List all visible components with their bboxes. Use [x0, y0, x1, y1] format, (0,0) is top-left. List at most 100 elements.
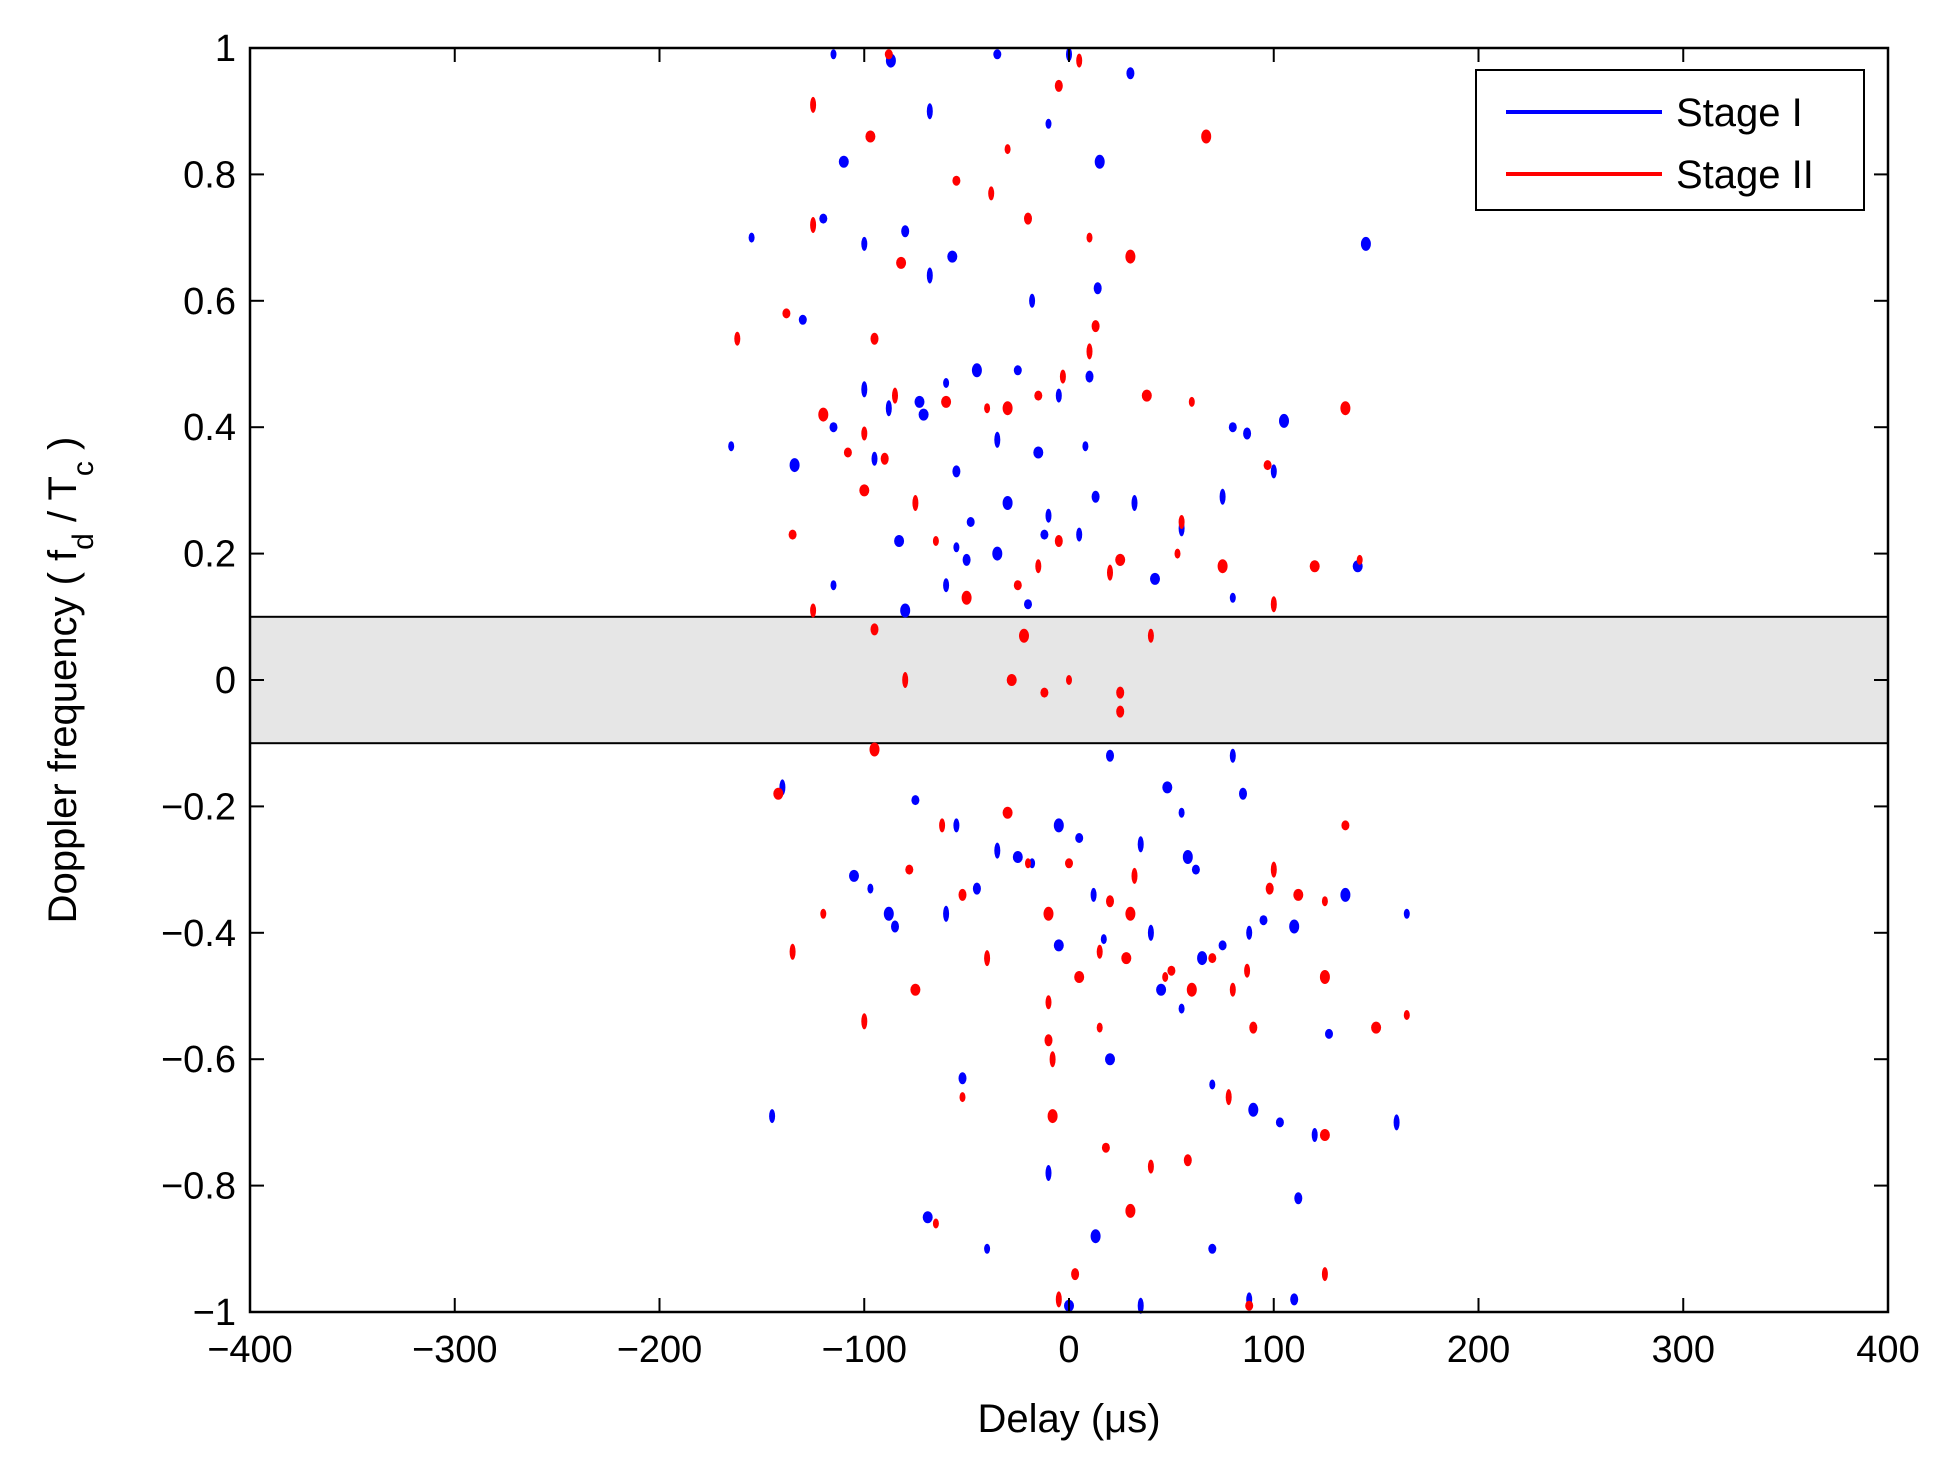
point-stage-i	[994, 842, 1001, 859]
point-stage-i	[1178, 807, 1185, 818]
point-stage-i	[748, 232, 755, 243]
point-stage-i	[885, 400, 892, 417]
point-stage-ii	[961, 590, 972, 605]
point-stage-i	[1239, 787, 1247, 800]
point-stage-i	[947, 250, 958, 263]
plot-area: −400 −300 −200 −100 0 100 200 300 400 −1 −0.8 −0.6 −…	[161, 28, 1920, 1371]
point-stage-ii	[861, 1013, 868, 1030]
point-stage-ii	[1045, 995, 1052, 1010]
legend-box	[1475, 69, 1865, 211]
point-stage-ii	[773, 787, 784, 800]
y-tick-label: 0.4	[183, 407, 236, 449]
point-stage-i	[922, 1211, 933, 1224]
y-tick-label: 1	[215, 28, 236, 70]
point-stage-i	[894, 535, 905, 547]
point-stage-i	[728, 441, 735, 452]
point-stage-ii	[1245, 1300, 1254, 1311]
point-stage-ii	[1019, 628, 1029, 643]
point-stage-ii	[810, 96, 817, 113]
point-stage-i	[972, 882, 981, 895]
point-stage-ii	[1309, 560, 1320, 573]
y-axis-title-sub1: d	[67, 533, 100, 550]
point-stage-i	[971, 363, 982, 378]
point-stage-i	[1085, 370, 1094, 383]
point-stage-ii	[869, 742, 880, 757]
point-stage-i	[830, 580, 837, 591]
point-stage-i	[1275, 1117, 1284, 1128]
point-stage-i	[992, 546, 1003, 561]
point-stage-i	[926, 267, 933, 284]
point-stage-ii	[880, 452, 889, 465]
point-stage-ii	[1049, 1051, 1056, 1068]
point-stage-i	[1105, 1053, 1115, 1066]
x-tick-label: −200	[617, 1329, 703, 1371]
point-stage-i	[1100, 934, 1107, 945]
point-stage-i	[1248, 1102, 1259, 1117]
point-stage-ii	[1002, 401, 1013, 416]
point-stage-ii	[1106, 895, 1114, 908]
point-stage-i	[958, 1072, 967, 1085]
point-stage-i	[984, 1243, 991, 1254]
point-stage-ii	[782, 308, 791, 319]
point-stage-i	[1055, 388, 1062, 403]
point-stage-ii	[941, 395, 952, 408]
point-stage-i	[1090, 887, 1097, 902]
point-stage-i	[849, 869, 859, 882]
y-tick-label: −0.4	[161, 913, 236, 955]
point-stage-ii	[1249, 1021, 1258, 1034]
x-tick-label: −100	[821, 1329, 907, 1371]
point-stage-ii	[1131, 867, 1138, 884]
point-stage-i	[993, 49, 1002, 60]
point-stage-i	[883, 906, 894, 921]
point-stage-i	[1340, 887, 1351, 902]
point-stage-ii	[1270, 861, 1277, 878]
point-stage-i	[1162, 781, 1173, 794]
point-stage-i	[1209, 1079, 1216, 1090]
point-stage-ii	[912, 495, 919, 511]
point-stage-ii	[1091, 320, 1100, 333]
y-axis-title-sub2: c	[67, 461, 100, 476]
point-stage-i	[1182, 850, 1193, 864]
point-stage-ii	[1125, 1203, 1136, 1218]
point-stage-ii	[1340, 401, 1351, 416]
point-stage-ii	[1147, 628, 1154, 643]
point-stage-i	[1040, 529, 1049, 540]
point-stage-i	[789, 458, 800, 473]
point-stage-i	[914, 395, 925, 408]
point-stage-i	[798, 314, 807, 325]
point-stage-i	[891, 920, 899, 933]
point-stage-ii	[1356, 554, 1363, 565]
point-stage-ii	[1293, 888, 1304, 901]
point-stage-i	[943, 578, 950, 593]
point-stage-i	[901, 225, 910, 238]
point-stage-ii	[1244, 963, 1251, 978]
y-axis-title-mid: / T	[41, 476, 85, 533]
point-stage-ii	[1178, 515, 1185, 529]
point-stage-ii	[984, 403, 991, 414]
point-stage-i	[1076, 527, 1083, 542]
point-stage-i	[918, 408, 929, 421]
point-stage-ii	[1183, 1154, 1192, 1167]
point-stage-ii	[910, 983, 921, 996]
point-stage-ii	[884, 49, 893, 60]
point-stage-i	[1024, 599, 1032, 610]
point-stage-ii	[1201, 129, 1212, 144]
point-stage-ii	[1040, 687, 1049, 698]
point-stage-i	[953, 818, 960, 833]
point-stage-i	[1150, 572, 1160, 585]
point-stage-i	[1029, 293, 1036, 308]
y-tick-label: −0.8	[161, 1166, 236, 1208]
point-stage-i	[769, 1109, 776, 1124]
point-stage-ii	[952, 175, 961, 186]
point-stage-ii	[820, 908, 827, 919]
point-stage-ii	[1059, 369, 1066, 384]
point-stage-i	[966, 517, 975, 527]
point-stage-i	[1360, 236, 1371, 251]
point-stage-ii	[1270, 596, 1277, 613]
point-stage-ii	[1066, 675, 1072, 685]
point-stage-ii	[1096, 1022, 1103, 1033]
point-stage-ii	[1047, 1109, 1058, 1124]
point-stage-ii	[932, 1218, 939, 1229]
y-tick-label: 0.6	[183, 281, 236, 323]
point-stage-ii	[932, 536, 939, 546]
